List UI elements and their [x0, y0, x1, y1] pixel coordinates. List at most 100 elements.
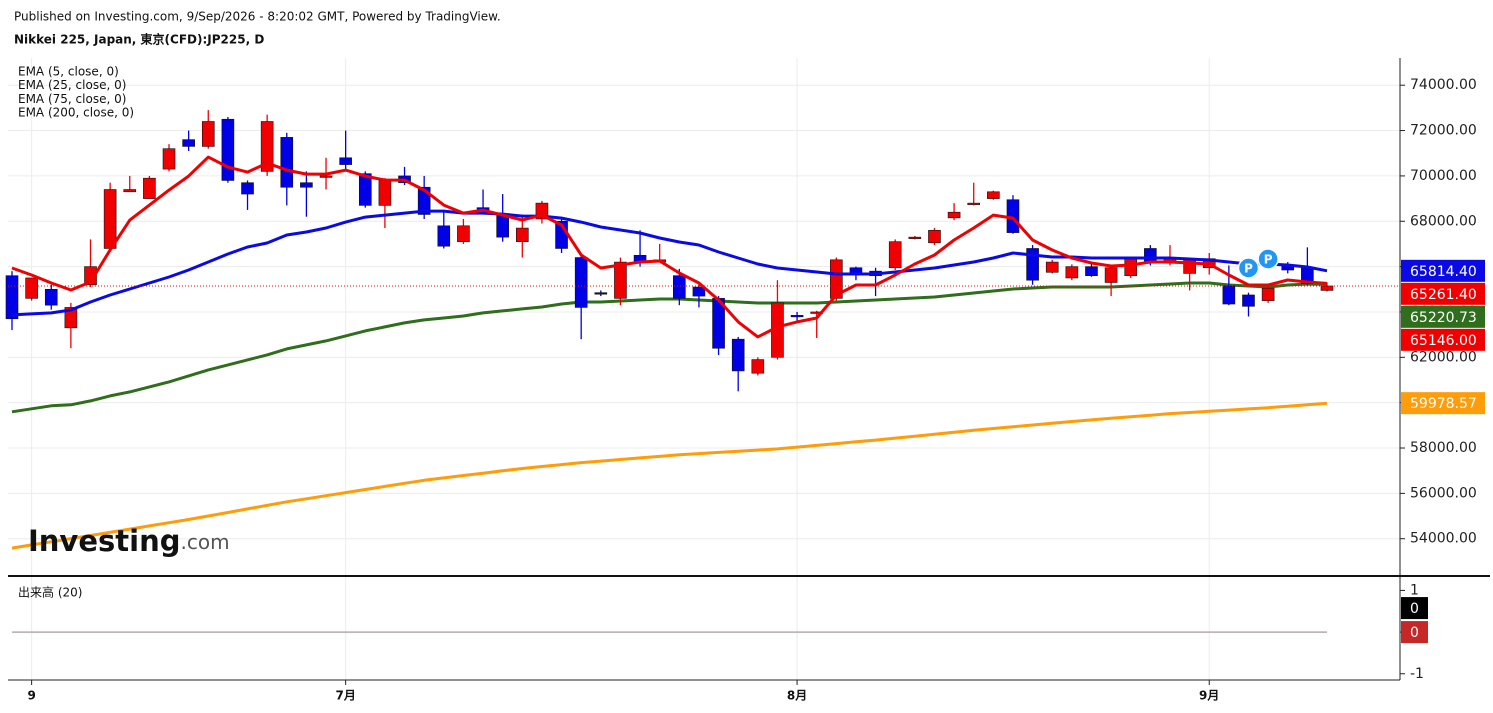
- candle-body: [1085, 266, 1098, 276]
- ema-line: [11, 281, 1328, 414]
- candle-body: [1183, 258, 1196, 274]
- candle-body: [1222, 285, 1236, 305]
- candle-body: [143, 177, 156, 199]
- candle-body: [673, 275, 686, 299]
- candle-body: [358, 173, 372, 206]
- price-badge-label: 65146.00: [1410, 333, 1477, 349]
- candle-body: [25, 277, 38, 299]
- y-tick-label: 54000.00: [1410, 531, 1477, 547]
- volume-badge: [1401, 597, 1428, 620]
- candle-body: [731, 338, 745, 372]
- candle-body: [44, 288, 58, 306]
- price-badge: [1401, 392, 1485, 415]
- candle-body: [888, 241, 902, 269]
- candle-body: [1242, 294, 1255, 307]
- badges: 65814.40 65261.40 65220.73 65146.00 59978.57…: [1401, 259, 1485, 644]
- candle-body: [457, 225, 470, 242]
- ema-line: [11, 209, 1328, 317]
- candle-body: [947, 211, 961, 219]
- volume-y-tick-label: 1: [1410, 582, 1419, 598]
- candle-body: [182, 139, 195, 147]
- volume-badge: [1401, 621, 1428, 644]
- y-tick-label: 58000.00: [1410, 440, 1477, 456]
- logo-text: Investing: [28, 524, 180, 558]
- event-label: P: [1244, 261, 1253, 275]
- candle-body: [987, 191, 1000, 199]
- plot: PP: [5, 110, 1400, 633]
- y-tick-label: 74000.00: [1410, 77, 1477, 93]
- volume-badge-label: 0: [1410, 601, 1419, 617]
- candle-body: [692, 286, 706, 297]
- price-badge: [1401, 282, 1485, 305]
- candle-body: [300, 182, 313, 188]
- candle-body: [496, 214, 509, 238]
- candle-body: [84, 266, 97, 286]
- legend: EMA (5, close, 0)EMA (25, close, 0)EMA (…: [18, 65, 134, 120]
- price-badge-label: 65814.40: [1410, 264, 1477, 280]
- x-tick-label: 7月: [335, 689, 355, 703]
- candle-body: [221, 118, 235, 181]
- event-marker: [1237, 257, 1260, 279]
- candle-body: [574, 257, 588, 308]
- price-badge-label: 65261.40: [1410, 287, 1477, 303]
- candle-body: [928, 230, 941, 244]
- published-note: Published on Investing.com, 9/Sep/2026 -…: [14, 10, 501, 24]
- candle-body: [378, 180, 392, 206]
- x-tick-label: 9月: [1199, 689, 1219, 703]
- candle-body: [790, 315, 804, 318]
- candle-body: [967, 202, 981, 205]
- legend-entry: EMA (75, close, 0): [18, 92, 126, 106]
- ema-line: [11, 401, 1328, 550]
- candle-body: [103, 189, 117, 249]
- y-tick-label: 62000.00: [1410, 349, 1477, 365]
- candle-body: [241, 182, 254, 195]
- candle-body: [339, 157, 352, 165]
- candle-body: [260, 121, 274, 172]
- legend-entry: EMA (5, close, 0): [18, 65, 119, 79]
- y-tick-label: 68000.00: [1410, 213, 1477, 229]
- ema-line: [11, 155, 1328, 339]
- candle-body: [1104, 267, 1118, 283]
- price-badge: [1401, 305, 1485, 328]
- candle-body: [1144, 248, 1157, 263]
- price-badge: [1401, 259, 1485, 282]
- logo: Investing.com: [28, 524, 230, 558]
- logo-suffix: .com: [180, 530, 229, 554]
- x-tick-label: 9: [27, 689, 35, 703]
- candle-body: [1261, 287, 1275, 301]
- candle-body: [162, 148, 176, 170]
- candle-body: [123, 189, 137, 193]
- candle-body: [280, 137, 294, 188]
- legend-entry: EMA (200, close, 0): [18, 106, 134, 120]
- price-badge-label: 59978.57: [1410, 396, 1477, 412]
- candle-body: [1124, 258, 1138, 276]
- volume-badge-label: 0: [1410, 625, 1419, 641]
- price-badge: [1401, 328, 1485, 351]
- candle-body: [594, 292, 608, 295]
- candle-body: [437, 225, 451, 247]
- event-label: P: [1264, 253, 1273, 267]
- candle-body: [5, 275, 19, 320]
- candle-body: [64, 307, 78, 329]
- volume-label: 出来高 (20): [18, 585, 82, 600]
- y-tick-label: 70000.00: [1410, 168, 1477, 184]
- volume-y-tick-label: -1: [1410, 666, 1424, 682]
- price-badge-label: 65220.73: [1410, 310, 1477, 326]
- candle-body: [201, 121, 215, 147]
- legend-entry: EMA (25, close, 0): [18, 78, 126, 92]
- candle-body: [319, 175, 333, 178]
- candle-body: [1045, 261, 1059, 273]
- x-tick-label: 8月: [787, 689, 807, 703]
- candle-body: [908, 236, 922, 239]
- symbol-title: Nikkei 225, Japan, 東京(CFD):JP225, D: [14, 32, 264, 47]
- y-tick-label: 72000.00: [1410, 123, 1477, 139]
- candle-body: [1320, 285, 1334, 291]
- candle-body: [515, 227, 529, 242]
- y-tick-label: 56000.00: [1410, 485, 1477, 501]
- candle-body: [1065, 266, 1079, 279]
- candle-body: [751, 359, 765, 374]
- candle-body: [614, 261, 627, 299]
- candle-body: [830, 259, 843, 299]
